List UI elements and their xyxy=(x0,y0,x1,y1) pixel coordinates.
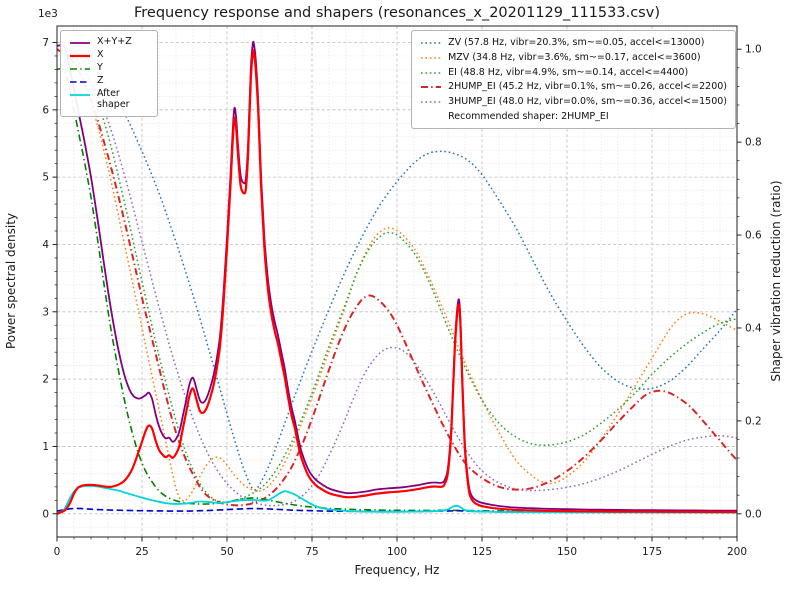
legend-line-sample xyxy=(421,42,442,44)
legend-line-sample xyxy=(70,42,90,44)
legend-label: EI (48.8 Hz, vibr=4.9%, sm~=0.14, accel<… xyxy=(448,66,689,78)
legend-label: X xyxy=(97,49,104,60)
y-axis-label-right: Shaper vibration reduction (ratio) xyxy=(769,180,783,381)
legend-item-y: Y xyxy=(69,62,149,74)
recommended-shaper-note: Recommended shaper: 2HUMP_EI xyxy=(448,110,609,122)
legend-item-xyz: X+Y+Z xyxy=(69,36,149,48)
legend-line-sample xyxy=(70,68,90,70)
legend-label: 2HUMP_EI (45.2 Hz, vibr=0.1%, sm~=0.26, … xyxy=(448,81,727,93)
legend-label: Y xyxy=(97,62,103,73)
svg-text:100: 100 xyxy=(387,546,407,558)
svg-text:2: 2 xyxy=(42,374,49,386)
svg-text:0.8: 0.8 xyxy=(745,137,762,149)
legend-label: Z xyxy=(97,75,104,86)
legend-label: ZV (57.8 Hz, vibr=20.3%, sm~=0.05, accel… xyxy=(448,37,705,48)
svg-text:175: 175 xyxy=(642,546,662,558)
legend-label: After shaper xyxy=(97,88,130,111)
svg-text:0: 0 xyxy=(42,508,49,520)
legend-line-sample xyxy=(421,71,442,74)
svg-text:75: 75 xyxy=(305,546,318,558)
svg-text:125: 125 xyxy=(472,546,492,558)
legend-label: X+Y+Z xyxy=(97,36,132,47)
y-axis-multiplier: 1e3 xyxy=(38,8,58,20)
svg-text:25: 25 xyxy=(135,546,148,558)
legend-item-x: X xyxy=(69,49,149,61)
legend-line-sample xyxy=(70,54,90,58)
svg-text:0: 0 xyxy=(54,546,61,558)
svg-text:6: 6 xyxy=(42,104,49,116)
legend-shapers: ZV (57.8 Hz, vibr=20.3%, sm~=0.05, accel… xyxy=(411,30,736,129)
svg-text:0.6: 0.6 xyxy=(745,230,762,242)
svg-text:150: 150 xyxy=(557,546,577,558)
svg-text:3: 3 xyxy=(42,306,49,318)
svg-text:0.2: 0.2 xyxy=(745,415,762,427)
y-axis-label-left: Power spectral density xyxy=(4,213,18,349)
legend-line-sample xyxy=(421,57,442,59)
legend-line-sample xyxy=(70,81,90,83)
legend-psd: X+Y+Z X Y Z After shaper xyxy=(60,30,158,117)
legend-label: 3HUMP_EI (48.0 Hz, vibr=0.0%, sm~=0.36, … xyxy=(448,96,727,108)
svg-text:0.4: 0.4 xyxy=(745,322,762,334)
svg-text:0.0: 0.0 xyxy=(745,508,762,520)
svg-text:7: 7 xyxy=(42,37,49,49)
chart-title: Frequency response and shapers (resonanc… xyxy=(134,5,660,21)
svg-text:1.0: 1.0 xyxy=(745,44,762,56)
legend-item-z: Z xyxy=(69,75,149,87)
legend-item-mzv: MZV (34.8 Hz, vibr=3.6%, sm~=0.17, accel… xyxy=(420,51,727,65)
svg-text:1: 1 xyxy=(42,441,49,453)
svg-text:200: 200 xyxy=(727,546,747,558)
legend-line-sample xyxy=(421,86,442,89)
legend-item-2hump-ei: 2HUMP_EI (45.2 Hz, vibr=0.1%, sm~=0.26, … xyxy=(420,80,727,94)
legend-label: MZV (34.8 Hz, vibr=3.6%, sm~=0.17, accel… xyxy=(448,51,701,63)
legend-line-sample xyxy=(70,94,90,96)
svg-text:50: 50 xyxy=(220,546,233,558)
legend-item-zv: ZV (57.8 Hz, vibr=20.3%, sm~=0.05, accel… xyxy=(420,36,727,50)
legend-line-sample xyxy=(421,101,442,103)
legend-item-3hump-ei: 3HUMP_EI (48.0 Hz, vibr=0.0%, sm~=0.36, … xyxy=(420,95,727,109)
x-axis-label: Frequency, Hz xyxy=(355,563,440,577)
svg-text:5: 5 xyxy=(42,172,49,184)
legend-item-ei: EI (48.8 Hz, vibr=4.9%, sm~=0.14, accel<… xyxy=(420,66,727,80)
legend-item-after-shaper: After shaper xyxy=(69,88,149,111)
svg-text:4: 4 xyxy=(42,239,49,251)
plot-area: 0 25 50 75 100 125 150 175 200 0 1 2 3 4 5 6 7 0.0 0.2 0.4 0… xyxy=(42,25,762,558)
